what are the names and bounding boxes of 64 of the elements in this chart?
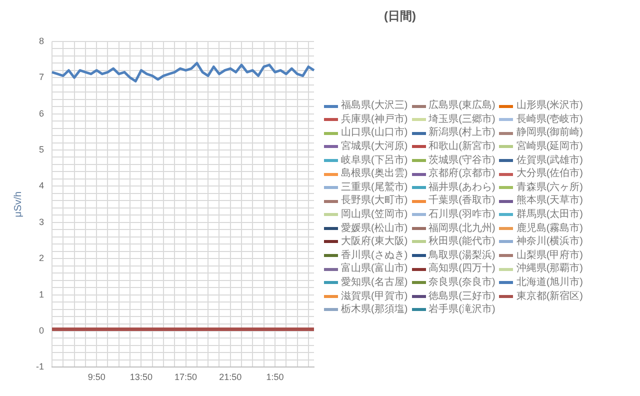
legend-label: 京都府(京都市) bbox=[428, 167, 496, 181]
legend-label: 三重県(尾鷲市) bbox=[341, 180, 408, 194]
text: (日間) bbox=[383, 8, 417, 25]
legend-label: 宮城県(大河原) bbox=[341, 140, 408, 154]
legend-label: 岩手県(滝沢市) bbox=[428, 303, 496, 317]
legend-label: 沖縄県(那覇市) bbox=[516, 262, 584, 276]
y-tick-label: 4 bbox=[38, 180, 44, 191]
legend-label: 山口県(山口市) bbox=[341, 126, 408, 140]
y-tick-label: 6 bbox=[38, 108, 44, 118]
legend-label: 和歌山(新宮市) bbox=[428, 140, 496, 154]
legend-label: 愛知県(名古屋) bbox=[341, 276, 408, 290]
legend-label: 新潟県(村上市) bbox=[428, 126, 496, 140]
legend-label: 北海道(旭川市) bbox=[516, 276, 584, 290]
y-tick-label: 1 bbox=[38, 289, 44, 300]
legend-label: 兵庫県(神戸市) bbox=[341, 112, 408, 126]
legend-label: 静岡県(御前崎) bbox=[516, 126, 584, 140]
legend-label: 大分県(佐伯市) bbox=[516, 167, 584, 181]
legend-label: 高知県(四万十) bbox=[428, 262, 496, 276]
legend-label: 岡山県(笠岡市) bbox=[341, 208, 408, 222]
legend-label: 青森県(六ヶ所) bbox=[516, 180, 584, 194]
legend-label: 佐賀県(武雄市) bbox=[516, 154, 584, 168]
x-tick-label: 17:50 bbox=[174, 372, 198, 382]
legend-label: 鳥取県(湯梨浜) bbox=[428, 248, 496, 262]
legend-label: 東京都(新宿区) bbox=[516, 290, 584, 304]
x-tick-label: 21:50 bbox=[219, 372, 242, 382]
legend-label: 岐阜県(下呂市) bbox=[341, 154, 408, 168]
x-tick-label: 13:50 bbox=[130, 372, 152, 382]
y-tick-label: 3 bbox=[38, 216, 44, 227]
legend-label: 宮崎県(延岡市) bbox=[516, 140, 584, 154]
x-tick-label: 9:50 bbox=[88, 372, 106, 382]
legend-label: 茨城県(守谷市) bbox=[428, 154, 496, 168]
legend-label: 石川県(羽咋市) bbox=[428, 208, 496, 222]
legend-label: 長野県(大町市) bbox=[341, 194, 408, 208]
legend-label: 山形県(米沢市) bbox=[516, 99, 584, 113]
legend-label: 島根県(奥出雲) bbox=[341, 167, 408, 181]
legend-label: 広島県(東広島) bbox=[428, 99, 496, 113]
y-tick-label: 8 bbox=[38, 36, 44, 46]
legend-label: 徳島県(三好市) bbox=[428, 290, 496, 304]
x-tick-label: 1:50 bbox=[266, 372, 284, 382]
legend-label: 山梨県(甲府市) bbox=[516, 248, 584, 262]
y-axis-title: μSv/h bbox=[12, 191, 24, 218]
y-tick-label: 5 bbox=[38, 144, 44, 154]
legend-label: 奈良県(奈良市) bbox=[428, 276, 496, 290]
y-tick-label: 2 bbox=[38, 253, 44, 264]
legend-label: 大阪府(東大阪) bbox=[341, 235, 408, 249]
legend-label: 鹿児島(霧島市) bbox=[516, 222, 584, 236]
legend-label: 福岡県(北九州) bbox=[428, 222, 496, 236]
legend-label: 福井県(あわら) bbox=[428, 180, 496, 194]
y-tick-label: 7 bbox=[38, 72, 44, 82]
legend-label: 熊本県(天草市) bbox=[516, 194, 584, 208]
legend-label: 愛媛県(松山市) bbox=[341, 222, 408, 236]
legend-label: 栃木県(那須塩) bbox=[341, 303, 408, 317]
legend-label: 千葉県(香取市) bbox=[428, 194, 496, 208]
y-tick-label: -1 bbox=[36, 362, 44, 372]
legend-label: 福島県(大沢三) bbox=[341, 99, 408, 113]
legend-label: 埼玉県(三郷市) bbox=[428, 112, 496, 126]
legend-label: 長崎県(壱岐市) bbox=[516, 112, 584, 126]
legend-label: 群馬県(太田市) bbox=[516, 208, 584, 222]
legend-label: 富山県(富山市) bbox=[341, 262, 408, 276]
legend-label: 香川県(さぬき) bbox=[341, 248, 408, 262]
legend-label: 秋田県(能代市) bbox=[428, 235, 496, 249]
y-tick-label: 0 bbox=[38, 325, 44, 336]
legend-label: 滋賀県(甲賀市) bbox=[341, 290, 408, 304]
legend-label: 神奈川(横浜市) bbox=[516, 235, 584, 249]
